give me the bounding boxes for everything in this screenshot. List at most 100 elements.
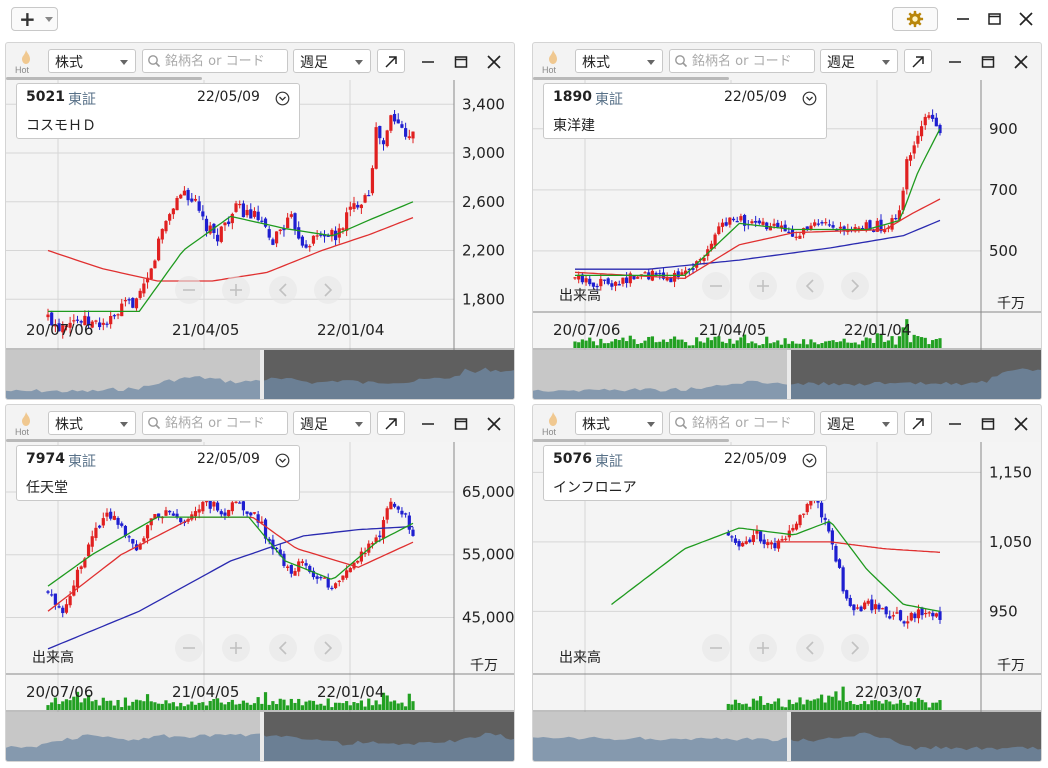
stock-chart[interactable]: 3,400 3,000 2,600 2,200 1,800 xyxy=(6,80,515,350)
y-tick-label: 500 xyxy=(989,242,1018,260)
hot-indicator[interactable]: Hot xyxy=(541,49,565,77)
open-external-button[interactable] xyxy=(904,411,932,435)
chevron-left-icon[interactable] xyxy=(269,276,297,304)
stock-search-field[interactable] xyxy=(142,49,288,73)
volume-bar xyxy=(599,338,603,348)
window-close-button[interactable] xyxy=(1013,6,1039,32)
volume-bar xyxy=(182,706,187,710)
chevron-left-icon[interactable] xyxy=(796,272,824,300)
nav-button-bg xyxy=(269,634,297,662)
panel-close-button[interactable] xyxy=(1010,51,1032,73)
panel-close-button[interactable] xyxy=(483,51,505,73)
stock-search-field[interactable] xyxy=(142,411,288,435)
zoom-in-icon[interactable] xyxy=(749,634,777,662)
candle-body xyxy=(396,119,400,124)
panel-scrollbar[interactable] xyxy=(6,439,202,442)
hot-indicator[interactable]: Hot xyxy=(541,411,565,439)
zoom-out-icon[interactable] xyxy=(175,276,203,304)
candle-body xyxy=(123,525,128,536)
overview-handle[interactable] xyxy=(787,712,791,762)
volume-bar xyxy=(319,703,323,710)
panel-scrollbar[interactable] xyxy=(533,439,729,442)
zoom-in-icon[interactable] xyxy=(749,272,777,300)
overview-navigator[interactable] xyxy=(533,712,1042,762)
candle-body xyxy=(204,501,209,503)
chevron-right-icon[interactable] xyxy=(314,276,342,304)
period-select[interactable]: 週足 xyxy=(293,49,371,73)
stock-search-input[interactable] xyxy=(692,413,814,433)
panel-maximize-button[interactable] xyxy=(977,51,999,73)
chevron-circle-icon[interactable] xyxy=(802,91,817,106)
open-external-button[interactable] xyxy=(377,411,405,435)
chevron-circle-icon[interactable] xyxy=(275,91,290,106)
market-select[interactable]: 株式 xyxy=(48,49,136,73)
candle-body xyxy=(168,214,172,221)
open-external-button[interactable] xyxy=(377,49,405,73)
panel-scrollbar[interactable] xyxy=(533,77,729,80)
period-select[interactable]: 週足 xyxy=(293,411,371,435)
zoom-out-icon[interactable] xyxy=(702,272,730,300)
overview-handle[interactable] xyxy=(260,712,264,762)
candle-body xyxy=(227,221,231,225)
hot-indicator[interactable]: Hot xyxy=(14,411,38,439)
chevron-left-icon[interactable] xyxy=(796,634,824,662)
arrow-up-right-icon xyxy=(385,418,397,430)
panel-minimize-button[interactable] xyxy=(944,413,966,435)
candle-body xyxy=(863,602,867,610)
volume-bar xyxy=(901,327,905,348)
settings-button[interactable] xyxy=(892,7,938,31)
y-tick-label: 950 xyxy=(989,602,1018,620)
candle-body xyxy=(636,277,640,279)
period-select[interactable]: 週足 xyxy=(820,49,898,73)
panel-close-button[interactable] xyxy=(1010,413,1032,435)
zoom-in-icon[interactable] xyxy=(222,276,250,304)
volume-bar xyxy=(909,701,913,710)
zoom-out-icon[interactable] xyxy=(702,634,730,662)
overview-navigator[interactable] xyxy=(533,350,1042,400)
period-select[interactable]: 週足 xyxy=(820,411,898,435)
candle-body xyxy=(50,312,54,326)
chevron-left-icon[interactable] xyxy=(269,634,297,662)
panel-maximize-button[interactable] xyxy=(450,51,472,73)
minimize-icon xyxy=(949,61,961,63)
stock-search-field[interactable] xyxy=(669,411,815,435)
volume-bar xyxy=(852,704,856,710)
overview-navigator[interactable] xyxy=(6,350,515,400)
open-external-button[interactable] xyxy=(904,49,932,73)
zoom-out-icon[interactable] xyxy=(175,634,203,662)
panel-minimize-button[interactable] xyxy=(944,51,966,73)
candle-body xyxy=(809,498,813,506)
candle-body xyxy=(407,136,411,139)
candle-body xyxy=(197,509,201,513)
hot-indicator[interactable]: Hot xyxy=(14,49,38,77)
market-select[interactable]: 株式 xyxy=(48,411,136,435)
stock-search-input[interactable] xyxy=(165,51,287,71)
market-select[interactable]: 株式 xyxy=(575,411,663,435)
window-minimize-button[interactable] xyxy=(950,6,976,32)
volume-bar xyxy=(168,703,172,710)
stock-search-input[interactable] xyxy=(165,413,287,433)
zoom-in-icon[interactable] xyxy=(222,634,250,662)
panel-scrollbar[interactable] xyxy=(6,77,202,80)
overview-navigator[interactable] xyxy=(6,712,515,762)
chevron-right-icon[interactable] xyxy=(841,634,869,662)
chevron-circle-icon[interactable] xyxy=(802,453,817,468)
panel-minimize-button[interactable] xyxy=(417,413,439,435)
add-panel-button[interactable]: + xyxy=(11,7,58,31)
chevron-right-icon[interactable] xyxy=(314,634,342,662)
panel-maximize-button[interactable] xyxy=(977,413,999,435)
volume-bar xyxy=(68,700,72,710)
overview-handle[interactable] xyxy=(260,350,264,400)
panel-close-button[interactable] xyxy=(483,413,505,435)
market-select[interactable]: 株式 xyxy=(575,49,663,73)
chevron-right-icon[interactable] xyxy=(841,272,869,300)
chevron-circle-icon[interactable] xyxy=(275,453,290,468)
candle-body xyxy=(798,515,802,526)
window-maximize-button[interactable] xyxy=(981,6,1007,32)
overview-handle[interactable] xyxy=(787,350,791,400)
stock-search-input[interactable] xyxy=(692,51,814,71)
panel-maximize-button[interactable] xyxy=(450,413,472,435)
candle-body xyxy=(883,230,887,233)
stock-search-field[interactable] xyxy=(669,49,815,73)
panel-minimize-button[interactable] xyxy=(417,51,439,73)
